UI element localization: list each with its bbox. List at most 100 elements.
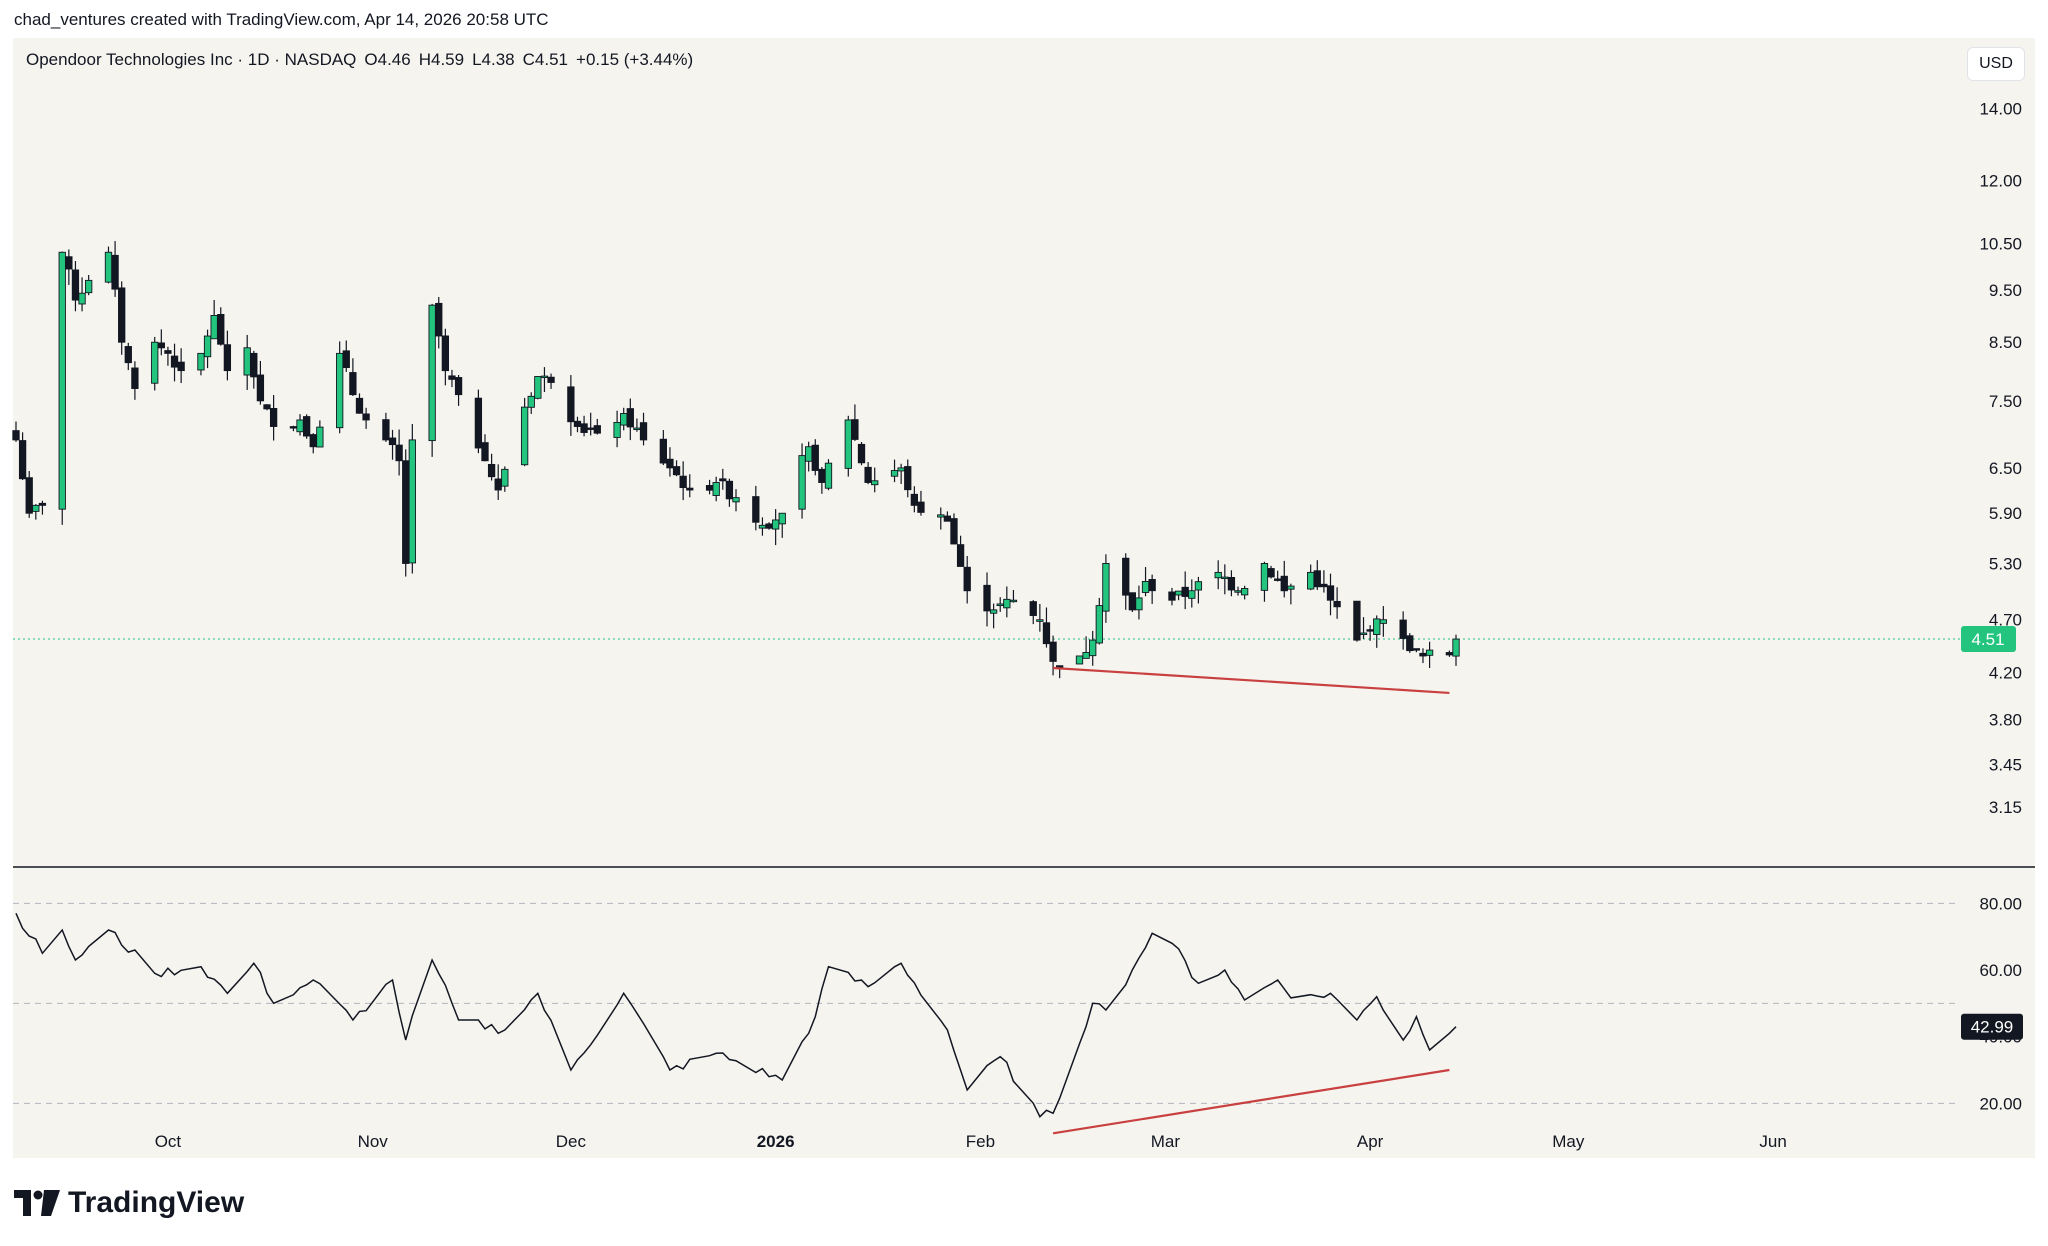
currency-button[interactable]: USD <box>1967 47 2025 81</box>
candle-body[interactable] <box>170 355 179 368</box>
candle-body[interactable] <box>1333 600 1341 608</box>
candle-body[interactable] <box>263 404 271 410</box>
candle-body[interactable] <box>534 376 542 399</box>
candle-body[interactable] <box>349 372 357 396</box>
candle-body[interactable] <box>203 335 212 358</box>
candle-body[interactable] <box>1287 585 1295 590</box>
candle-body[interactable] <box>725 480 734 500</box>
candle-body[interactable] <box>1036 619 1044 622</box>
candle-body[interactable] <box>342 350 350 368</box>
candle-body[interactable] <box>567 386 575 423</box>
candle-body[interactable] <box>1003 598 1011 609</box>
candle-body[interactable] <box>256 374 265 402</box>
candle-body[interactable] <box>672 466 681 476</box>
candle-body[interactable] <box>151 341 159 384</box>
candle-body[interactable] <box>520 406 529 466</box>
rsi-line[interactable] <box>15 912 1457 1118</box>
candle-body[interactable] <box>1181 586 1189 597</box>
candle-body[interactable] <box>1135 597 1143 611</box>
candle-body[interactable] <box>1188 590 1196 599</box>
candle-body[interactable] <box>712 482 720 496</box>
candle-body[interactable] <box>798 455 806 510</box>
candle-body[interactable] <box>402 460 410 564</box>
candle-body[interactable] <box>210 315 218 340</box>
candle-body[interactable] <box>917 501 925 513</box>
candle-body[interactable] <box>309 434 317 448</box>
candle-body[interactable] <box>32 504 40 512</box>
candle-body[interactable] <box>38 502 47 506</box>
candle-body[interactable] <box>243 347 251 376</box>
candle-body[interactable] <box>1042 622 1051 645</box>
candle-body[interactable] <box>18 440 27 480</box>
candle-body[interactable] <box>752 496 760 523</box>
candle-body[interactable] <box>956 544 965 567</box>
candle-body[interactable] <box>996 603 1004 607</box>
candle-body[interactable] <box>487 463 496 478</box>
candle-body[interactable] <box>12 430 20 441</box>
candle-body[interactable] <box>963 566 971 592</box>
candle-body[interactable] <box>937 514 945 518</box>
candle-body[interactable] <box>679 475 687 489</box>
candle-body[interactable] <box>223 344 232 372</box>
candle-body[interactable] <box>1373 618 1381 635</box>
candle-body[interactable] <box>1174 590 1183 596</box>
candle-body[interactable] <box>613 421 621 438</box>
candle-body[interactable] <box>857 443 866 464</box>
candle-body[interactable] <box>1320 583 1328 588</box>
candle-body[interactable] <box>771 519 780 530</box>
candle-body[interactable] <box>1267 568 1275 578</box>
candle-body[interactable] <box>844 419 852 469</box>
candle-body[interactable] <box>1274 578 1282 581</box>
candle-body[interactable] <box>580 423 588 433</box>
candle-body[interactable] <box>1141 581 1150 593</box>
candle-body[interactable] <box>1379 619 1387 624</box>
candle-body[interactable] <box>501 468 509 487</box>
candle-body[interactable] <box>1227 577 1236 591</box>
candle-body[interactable] <box>1128 592 1136 611</box>
candle-body[interactable] <box>639 422 648 441</box>
candle-body[interactable] <box>1307 571 1315 590</box>
candle-body[interactable] <box>124 346 132 364</box>
candle-body[interactable] <box>1280 575 1288 592</box>
candle-body[interactable] <box>1009 599 1018 603</box>
candle-body[interactable] <box>778 512 786 525</box>
candle-body[interactable] <box>732 497 740 503</box>
candle-body[interactable] <box>593 425 601 434</box>
candle-body[interactable] <box>824 462 833 489</box>
candle-body[interactable] <box>118 287 126 343</box>
price-trendline[interactable] <box>1053 666 1450 695</box>
candle-body[interactable] <box>289 426 298 429</box>
candle-body[interactable] <box>474 397 483 449</box>
candle-body[interactable] <box>316 426 324 448</box>
candle-body[interactable] <box>1194 581 1203 591</box>
candle-body[interactable] <box>1082 651 1090 659</box>
candle-body[interactable] <box>25 477 33 514</box>
candle-body[interactable] <box>811 444 819 471</box>
candle-body[interactable] <box>573 420 582 427</box>
candle-body[interactable] <box>659 438 667 464</box>
candle-body[interactable] <box>904 466 912 491</box>
candle-body[interactable] <box>666 458 674 469</box>
candle-body[interactable] <box>296 419 304 433</box>
candle-body[interactable] <box>217 314 225 345</box>
symbol-legend[interactable]: Opendoor Technologies Inc · 1D · NASDAQ O… <box>26 50 701 70</box>
candle-body[interactable] <box>1056 665 1064 668</box>
candle-body[interactable] <box>65 256 73 270</box>
candle-body[interactable] <box>1353 600 1361 641</box>
candle-body[interactable] <box>336 352 344 429</box>
candle-body[interactable] <box>388 437 397 446</box>
candle-body[interactable] <box>1313 570 1321 588</box>
candle-body[interactable] <box>428 304 436 442</box>
candle-body[interactable] <box>871 480 879 486</box>
candle-body[interactable] <box>686 487 694 491</box>
tradingview-brand[interactable]: TradingView <box>14 1186 244 1220</box>
candle-body[interactable] <box>1095 605 1103 644</box>
candle-body[interactable] <box>85 279 93 294</box>
candle-body[interactable] <box>111 254 119 290</box>
candle-body[interactable] <box>1412 648 1421 651</box>
candle-body[interactable] <box>157 342 165 349</box>
candle-body[interactable] <box>1366 629 1374 632</box>
candle-body[interactable] <box>448 375 456 380</box>
candle-body[interactable] <box>1425 649 1434 656</box>
